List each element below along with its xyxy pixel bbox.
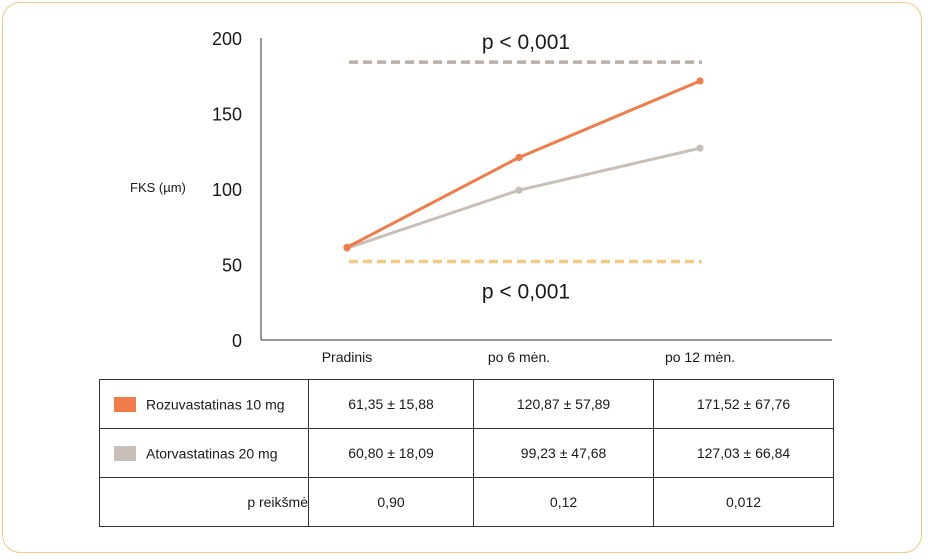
p-value-annotation: p < 0,001 bbox=[482, 280, 570, 303]
table-row: p reikšmė 0,90 0,12 0,012 bbox=[99, 477, 834, 527]
data-point bbox=[696, 144, 704, 152]
table-cell: 99,23 ± 47,68 bbox=[473, 428, 655, 478]
row-label: Rozuvastatinas 10 mg bbox=[99, 379, 309, 429]
table-cell: 171,52 ± 67,76 bbox=[653, 379, 834, 429]
x-tick-label: Pradinis bbox=[322, 349, 373, 365]
series-line bbox=[346, 146, 701, 250]
series-lines bbox=[343, 77, 704, 252]
x-tick-label: po 6 mėn. bbox=[488, 349, 550, 365]
table-cell: 0,90 bbox=[307, 477, 475, 527]
table-row: Rozuvastatinas 10 mg 61,35 ± 15,88 120,8… bbox=[99, 379, 834, 429]
line-chart: 0 50 100 150 200 Pradinis po 6 mėn. po 12 mėn.… bbox=[130, 29, 832, 365]
figure-frame bbox=[2, 2, 922, 553]
y-tick-label: 0 bbox=[232, 331, 242, 351]
y-tick-label: 100 bbox=[212, 180, 242, 200]
y-tick-label: 50 bbox=[222, 256, 242, 276]
row-label: Atorvastatinas 20 mg bbox=[99, 428, 309, 478]
row-label-text: Rozuvastatinas 10 mg bbox=[146, 396, 285, 413]
data-point bbox=[696, 77, 704, 85]
table-cell: 120,87 ± 57,89 bbox=[473, 379, 655, 429]
x-category-labels: Pradinis po 6 mėn. po 12 mėn. bbox=[322, 349, 735, 365]
row-label: p reikšmė bbox=[99, 477, 309, 527]
table-cell: 0,012 bbox=[653, 477, 834, 527]
row-label-text: Atorvastatinas 20 mg bbox=[146, 445, 278, 462]
reference-lines: p < 0,001 p < 0,001 bbox=[349, 31, 702, 303]
table-cell: 0,12 bbox=[473, 477, 655, 527]
legend-swatch-rozuvastatin bbox=[114, 397, 136, 413]
series-line bbox=[346, 79, 701, 249]
table-cell: 61,35 ± 15,88 bbox=[307, 379, 475, 429]
y-tick-label: 200 bbox=[212, 29, 242, 49]
chart-axes bbox=[260, 38, 832, 341]
table-cell: 60,80 ± 18,09 bbox=[307, 428, 475, 478]
p-value-annotation: p < 0,001 bbox=[482, 31, 570, 54]
y-axis-label: FKS (µm) bbox=[130, 180, 186, 195]
data-point bbox=[515, 186, 523, 194]
data-point bbox=[343, 243, 351, 251]
legend-swatch-atorvastatin bbox=[114, 446, 136, 462]
data-point bbox=[515, 153, 523, 162]
table-row: Atorvastatinas 20 mg 60,80 ± 18,09 99,23… bbox=[99, 428, 834, 478]
table-cell: 127,03 ± 66,84 bbox=[653, 428, 834, 478]
data-table: Rozuvastatinas 10 mg 61,35 ± 15,88 120,8… bbox=[99, 379, 834, 527]
x-tick-label: po 12 mėn. bbox=[665, 349, 735, 365]
y-tick-labels: 0 50 100 150 200 bbox=[212, 29, 242, 351]
y-tick-label: 150 bbox=[212, 105, 242, 125]
